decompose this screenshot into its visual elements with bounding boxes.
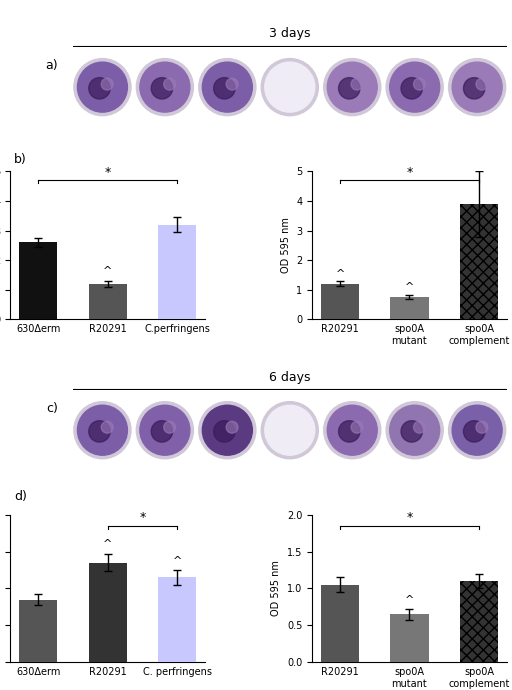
Circle shape	[265, 62, 315, 112]
Bar	[321, 284, 359, 319]
Circle shape	[226, 422, 238, 433]
Circle shape	[476, 78, 488, 90]
Circle shape	[89, 77, 110, 99]
Text: ^: ^	[103, 266, 112, 277]
Text: b): b)	[14, 152, 27, 166]
Bar	[158, 225, 196, 319]
Circle shape	[140, 62, 190, 112]
Text: *: *	[139, 511, 145, 524]
Text: ^: ^	[405, 595, 414, 604]
Bar	[19, 600, 57, 662]
Circle shape	[77, 62, 127, 112]
Circle shape	[324, 59, 381, 116]
Circle shape	[449, 59, 506, 116]
Circle shape	[386, 59, 443, 116]
Circle shape	[214, 77, 235, 99]
Circle shape	[351, 78, 363, 90]
Bar	[460, 581, 498, 662]
Circle shape	[401, 421, 422, 442]
Circle shape	[390, 405, 440, 455]
Circle shape	[463, 77, 485, 99]
Circle shape	[351, 422, 363, 433]
Bar	[391, 614, 429, 662]
Circle shape	[136, 59, 194, 116]
Circle shape	[452, 62, 502, 112]
Circle shape	[202, 405, 252, 455]
Bar	[19, 242, 57, 319]
Bar	[321, 584, 359, 662]
Bar	[460, 204, 498, 319]
Text: ^: ^	[405, 282, 414, 292]
Bar	[89, 562, 126, 662]
Text: ^: ^	[335, 268, 345, 279]
Circle shape	[414, 78, 425, 90]
Circle shape	[202, 62, 252, 112]
Bar	[89, 284, 126, 319]
Circle shape	[327, 405, 377, 455]
Circle shape	[401, 77, 422, 99]
Circle shape	[74, 402, 131, 459]
Circle shape	[140, 405, 190, 455]
Circle shape	[164, 78, 176, 90]
Text: *: *	[407, 166, 413, 179]
Circle shape	[390, 62, 440, 112]
Circle shape	[261, 402, 318, 459]
Circle shape	[324, 402, 381, 459]
Circle shape	[101, 78, 113, 90]
Circle shape	[463, 421, 485, 442]
Circle shape	[164, 422, 176, 433]
Circle shape	[338, 421, 360, 442]
Y-axis label: OD 595 nm: OD 595 nm	[271, 560, 282, 616]
Text: *: *	[407, 511, 413, 524]
Circle shape	[476, 422, 488, 433]
Bar	[391, 297, 429, 319]
Circle shape	[452, 405, 502, 455]
Circle shape	[226, 78, 238, 90]
Circle shape	[151, 421, 173, 442]
Y-axis label: OD 595 nm: OD 595 nm	[281, 217, 291, 273]
Circle shape	[151, 77, 173, 99]
Circle shape	[89, 421, 110, 442]
Text: d): d)	[14, 491, 27, 504]
Circle shape	[77, 405, 127, 455]
Circle shape	[261, 59, 318, 116]
Text: 3 days: 3 days	[269, 28, 311, 41]
Circle shape	[386, 402, 443, 459]
Text: a): a)	[45, 59, 58, 72]
Circle shape	[199, 402, 256, 459]
Text: *: *	[104, 166, 111, 179]
Text: 6 days: 6 days	[269, 371, 311, 384]
Circle shape	[449, 402, 506, 459]
Text: ^: ^	[103, 540, 112, 549]
Bar	[158, 578, 196, 662]
Text: c): c)	[46, 402, 58, 415]
Circle shape	[74, 59, 131, 116]
Circle shape	[338, 77, 360, 99]
Circle shape	[327, 62, 377, 112]
Circle shape	[199, 59, 256, 116]
Circle shape	[214, 421, 235, 442]
Circle shape	[414, 422, 425, 433]
Circle shape	[136, 402, 194, 459]
Circle shape	[101, 422, 113, 433]
Text: ^: ^	[173, 555, 182, 566]
Circle shape	[265, 405, 315, 455]
